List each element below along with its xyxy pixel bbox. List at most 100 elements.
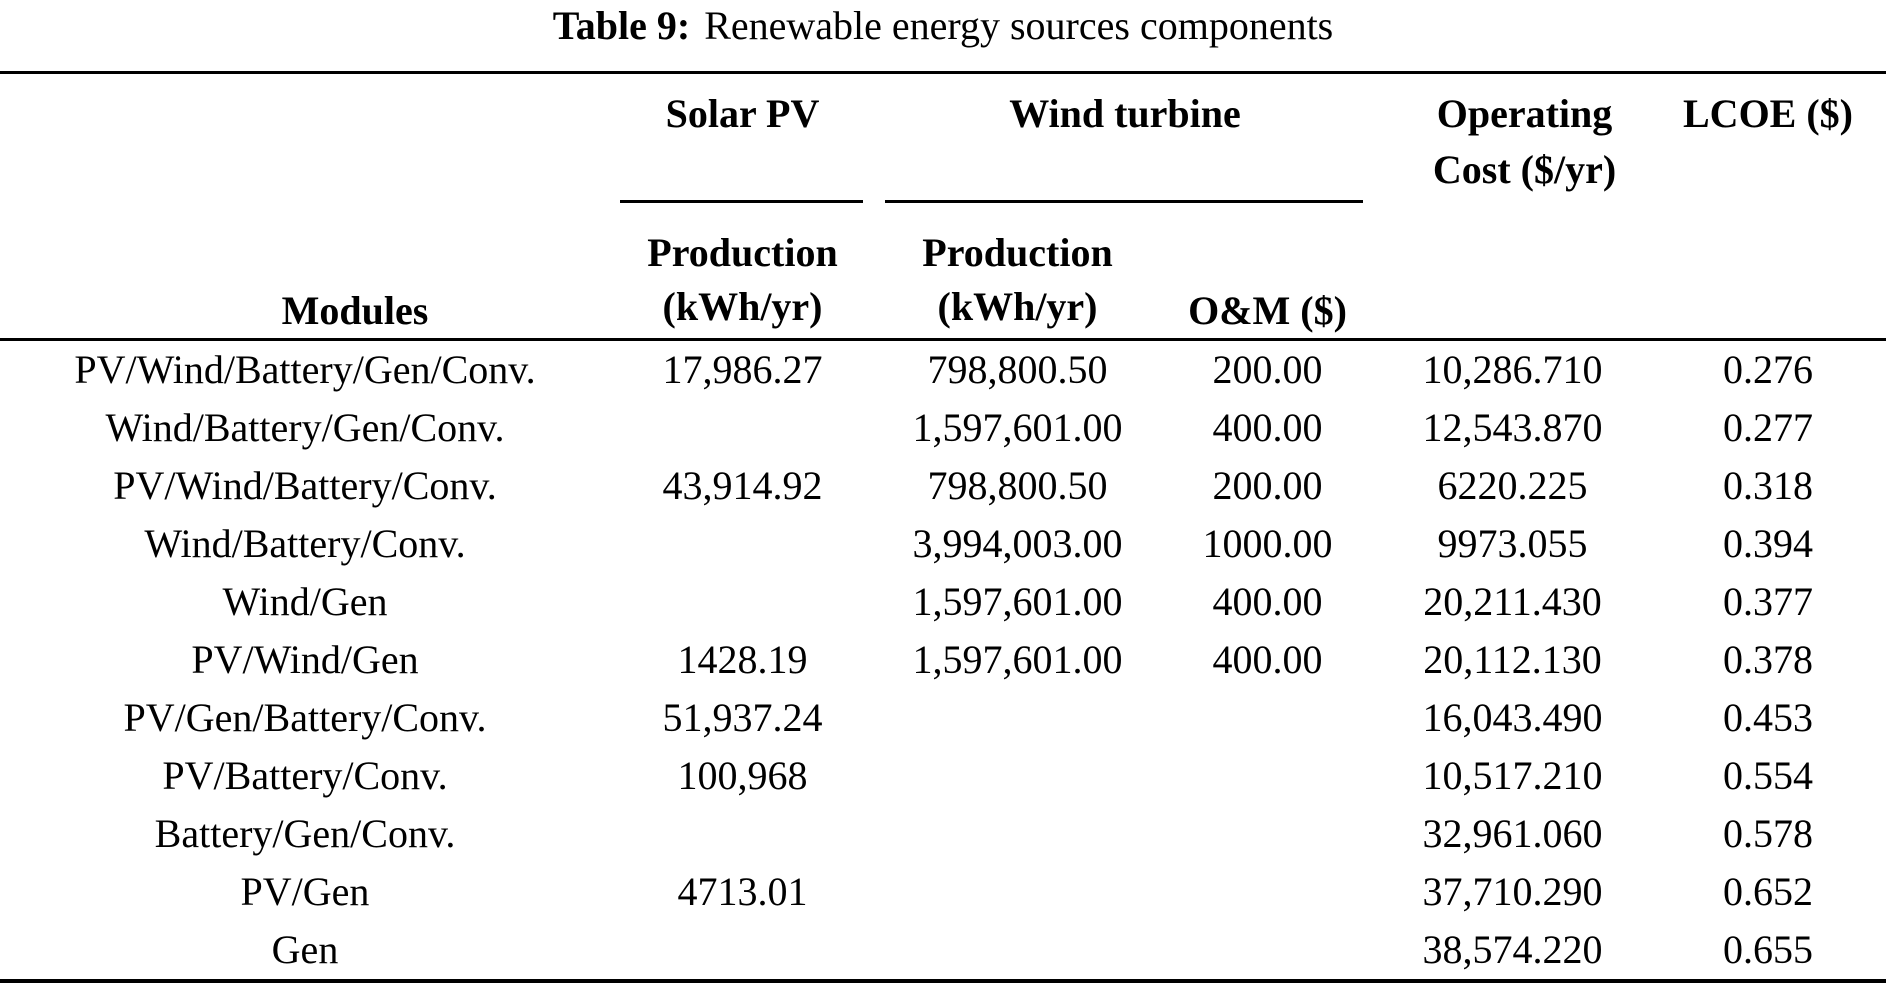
- sub-header-row: Modules Production (kWh/yr) Production (…: [0, 203, 1886, 340]
- module-cell: Gen: [0, 921, 610, 983]
- om-cell: [1160, 689, 1375, 747]
- wind-production-cell: [875, 921, 1160, 983]
- lcoe-cell: 0.318: [1723, 463, 1813, 508]
- om-cell: [1160, 921, 1375, 983]
- solar-production-cell: 51,937.24: [662, 695, 823, 740]
- lcoe-cell: 0.378: [1723, 637, 1813, 682]
- operating-cost-cell: 6220.225: [1437, 463, 1588, 508]
- solar-production-cell: [610, 399, 875, 457]
- lcoe-cell: 0.578: [1723, 811, 1813, 856]
- lcoe-cell: 0.377: [1723, 579, 1813, 624]
- operating-cost-cell: 20,112.130: [1423, 637, 1602, 682]
- table-caption-label: Table 9:: [552, 3, 691, 48]
- lcoe-cell: 0.652: [1723, 869, 1813, 914]
- lcoe-cell: 0.276: [1650, 338, 1886, 399]
- lcoe-cell: 0.655: [1650, 921, 1886, 983]
- empty-header-cell: [0, 73, 610, 203]
- lcoe-cell: 0.277: [1723, 405, 1813, 450]
- solar-production-cell: 43,914.92: [662, 463, 823, 508]
- modules-header: Modules: [281, 288, 429, 333]
- solar-production-header-line2: (kWh/yr): [662, 284, 823, 329]
- module-cell: PV/Wind/Battery/Gen/Conv.: [0, 338, 610, 399]
- operating-cost-cell: 9973.055: [1437, 521, 1588, 566]
- lcoe-header: LCOE ($): [1683, 91, 1853, 136]
- solar-pv-group-rule: [620, 199, 863, 203]
- table-row: PV/Gen/Battery/Conv. 51,937.24 16,043.49…: [0, 689, 1886, 747]
- module-cell: PV/Wind/Gen: [191, 637, 419, 682]
- wind-production-cell: 1,597,601.00: [912, 405, 1123, 450]
- om-cell: 200.00: [1212, 463, 1323, 508]
- table-row: Wind/Battery/Gen/Conv. 1,597,601.00 400.…: [0, 399, 1886, 457]
- solar-production-cell: [610, 573, 875, 631]
- solar-pv-group-label: Solar PV: [665, 91, 820, 136]
- module-cell: Wind/Gen: [222, 579, 388, 624]
- solar-production-cell: 100,968: [677, 753, 808, 798]
- solar-production-header-line1: Production: [647, 230, 838, 275]
- table-caption: Table 9: Renewable energy sources compone…: [0, 2, 1886, 50]
- solar-production-cell: [610, 805, 875, 863]
- table-header: Solar PV Wind turbine Operating Cost ($/…: [0, 73, 1886, 340]
- operating-cost-cell: 16,043.490: [1422, 695, 1603, 740]
- operating-cost-cell: 37,710.290: [1422, 869, 1603, 914]
- operating-cost-cell: 10,517.210: [1422, 753, 1603, 798]
- wind-production-cell: [875, 689, 1160, 747]
- solar-pv-group-header: Solar PV: [610, 73, 875, 203]
- om-cell: 400.00: [1212, 405, 1323, 450]
- wind-production-cell: 3,994,003.00: [912, 521, 1123, 566]
- lcoe-cell: 0.453: [1723, 695, 1813, 740]
- operating-cost-header-line1: Operating: [1436, 91, 1613, 136]
- wind-production-header-line1: Production: [922, 230, 1113, 275]
- module-cell: Wind/Battery/Gen/Conv.: [105, 405, 505, 450]
- om-cell: [1160, 747, 1375, 805]
- operating-cost-cell: 38,574.220: [1375, 921, 1650, 983]
- table-row: PV/Wind/Battery/Conv. 43,914.92 798,800.…: [0, 457, 1886, 515]
- table-row: PV/Wind/Gen 1428.19 1,597,601.00 400.00 …: [0, 631, 1886, 689]
- table-body: PV/Wind/Battery/Gen/Conv. 17,986.27 798,…: [0, 338, 1886, 983]
- wind-production-cell: [875, 863, 1160, 921]
- lcoe-cell: 0.554: [1723, 753, 1813, 798]
- table-row: Wind/Battery/Conv. 3,994,003.00 1000.00 …: [0, 515, 1886, 573]
- module-cell: Wind/Battery/Conv.: [144, 521, 466, 566]
- table-row: Gen 38,574.220 0.655: [0, 921, 1886, 983]
- group-header-row: Solar PV Wind turbine Operating Cost ($/…: [0, 73, 1886, 203]
- om-cell: 200.00: [1160, 338, 1375, 399]
- om-cell: [1160, 863, 1375, 921]
- solar-production-cell: [610, 921, 875, 983]
- wind-production-cell: 1,597,601.00: [912, 579, 1123, 624]
- wind-production-cell: 798,800.50: [927, 463, 1108, 508]
- om-cell: 400.00: [1212, 579, 1323, 624]
- module-cell: PV/Battery/Conv.: [162, 753, 448, 798]
- wind-production-header-line2: (kWh/yr): [937, 284, 1098, 329]
- module-cell: PV/Gen: [240, 869, 370, 914]
- wind-production-cell: 1,597,601.00: [912, 637, 1123, 682]
- wind-production-cell: [875, 805, 1160, 863]
- solar-production-cell: 4713.01: [677, 869, 808, 914]
- om-cell: 1000.00: [1202, 521, 1333, 566]
- table-row: Wind/Gen 1,597,601.00 400.00 20,211.430 …: [0, 573, 1886, 631]
- renewable-energy-table: Solar PV Wind turbine Operating Cost ($/…: [0, 71, 1886, 983]
- table-row: PV/Battery/Conv. 100,968 10,517.210 0.55…: [0, 747, 1886, 805]
- solar-production-cell: 17,986.27: [610, 338, 875, 399]
- wind-turbine-group-header: Wind turbine: [875, 73, 1375, 203]
- wind-production-header: Production (kWh/yr): [875, 203, 1160, 340]
- lcoe-cell: 0.394: [1723, 521, 1813, 566]
- operating-cost-header-line2: Cost ($/yr): [1432, 147, 1617, 192]
- operating-cost-cell: 32,961.060: [1422, 811, 1603, 856]
- solar-production-header: Production (kWh/yr): [610, 203, 875, 340]
- operating-cost-cell: 10,286.710: [1375, 338, 1650, 399]
- om-cell: 400.00: [1212, 637, 1323, 682]
- wind-turbine-group-rule: [885, 199, 1363, 203]
- module-cell: PV/Wind/Battery/Conv.: [113, 463, 497, 508]
- operating-cost-cell: 12,543.870: [1422, 405, 1603, 450]
- operating-cost-cell: 20,211.430: [1423, 579, 1602, 624]
- module-cell: PV/Gen/Battery/Conv.: [123, 695, 487, 740]
- solar-production-cell: 1428.19: [677, 637, 808, 682]
- table-row: Battery/Gen/Conv. 32,961.060 0.578: [0, 805, 1886, 863]
- om-cell: [1160, 805, 1375, 863]
- solar-production-cell: [610, 515, 875, 573]
- module-cell: Battery/Gen/Conv.: [154, 811, 456, 856]
- wind-turbine-group-label: Wind turbine: [1009, 91, 1241, 136]
- table-caption-text: Renewable energy sources components: [704, 3, 1334, 48]
- om-header: O&M ($): [1188, 288, 1347, 333]
